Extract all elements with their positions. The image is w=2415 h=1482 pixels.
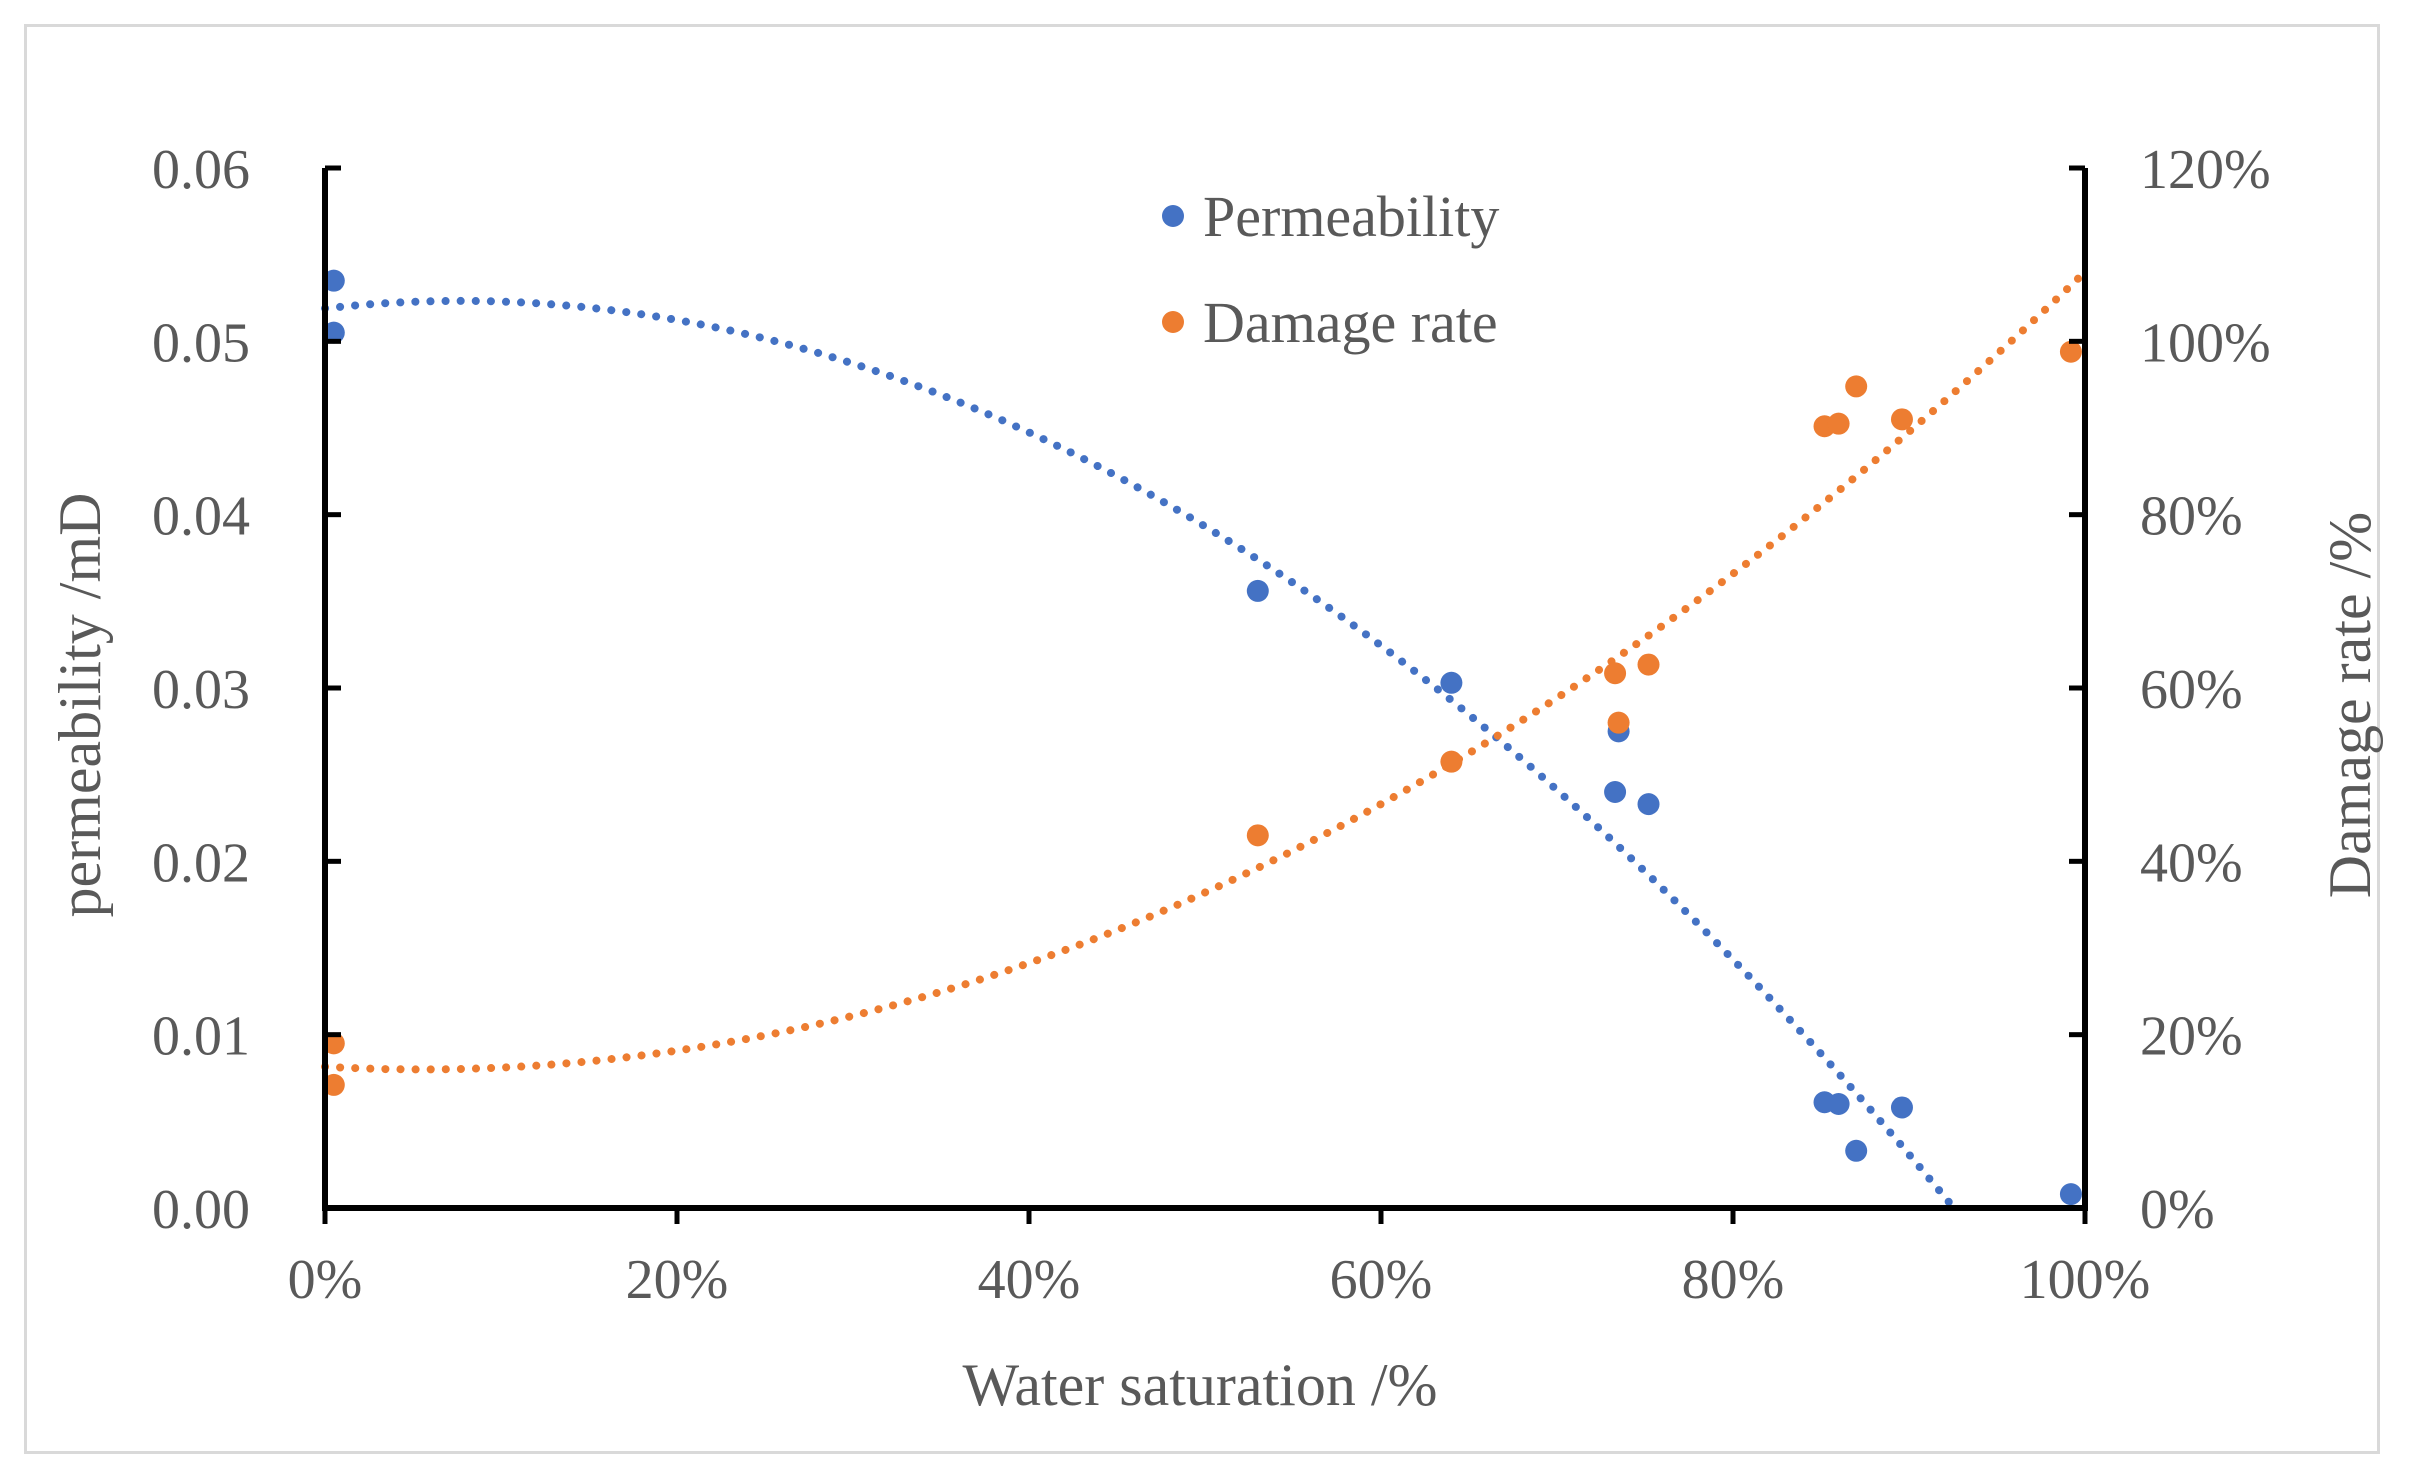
damage-rate-point [1246,824,1269,847]
permeability-point [322,321,345,344]
permeability-point [1246,579,1269,602]
damage-rate-point [322,1032,345,1055]
legend-label-damage-rate: Damage rate [1203,290,1498,355]
legend-marker-damage-rate [1162,311,1184,333]
y-left-tick-label: 0.01 [152,1006,250,1068]
x-tick-label: 40% [978,1249,1081,1311]
permeability-point [1440,671,1463,694]
x-tick-label: 20% [626,1249,729,1311]
y-left-tick-label: 0.02 [152,832,250,894]
legend-marker-permeability [1162,205,1184,227]
y-left-axis-title: permeability /mD [47,493,113,918]
x-tick-label: 60% [1330,1249,1433,1311]
permeability-trendline [321,296,1957,1211]
damage-rate-point [1827,412,1850,435]
damage-rate-point [2059,340,2082,363]
damage-rate-trendline [321,268,2089,1074]
y-left-tick-label: 0.04 [152,486,250,548]
permeability-point [1637,793,1660,816]
y-right-tick-label: 100% [2140,312,2271,374]
x-tick-label: 100% [2020,1249,2151,1311]
permeability-point [1890,1096,1913,1119]
damage-rate-point [1607,711,1630,734]
permeability-point [1604,781,1627,803]
permeability-point [322,269,345,292]
permeability-point [2059,1183,2082,1206]
legend: Permeability Damage rate [1162,184,1499,355]
y-right-tick-label: 0% [2140,1179,2215,1241]
damage-rate-point [1637,653,1660,676]
y-left-tick-label: 0.05 [152,312,250,374]
permeability-point [1827,1093,1850,1115]
y-left-tick-label: 0.03 [152,659,250,721]
damage-rate-point [322,1073,345,1096]
y-right-tick-label: 80% [2140,486,2243,548]
y-right-tick-label: 60% [2140,659,2243,721]
y-right-tick-label: 120% [2140,139,2271,201]
permeability-point [1845,1139,1868,1162]
y-left-tick-label: 0.06 [152,139,250,201]
damage-rate-point [1890,408,1913,431]
damage-rate-point [1604,662,1627,685]
y-right-tick-label: 40% [2140,832,2243,894]
x-axis-title: Water saturation /% [963,1352,1438,1418]
x-tick-label: 80% [1682,1249,1785,1311]
chart-frame [24,24,2380,1454]
y-right-axis-title: Damage rate /% [2317,512,2383,898]
y-right-tick-label: 20% [2140,1006,2243,1068]
y-left-tick-label: 0.00 [152,1179,250,1241]
legend-label-permeability: Permeability [1203,184,1499,249]
damage-rate-point [1845,375,1868,398]
x-tick-label: 0% [288,1249,363,1311]
damage-rate-point [1440,750,1463,773]
